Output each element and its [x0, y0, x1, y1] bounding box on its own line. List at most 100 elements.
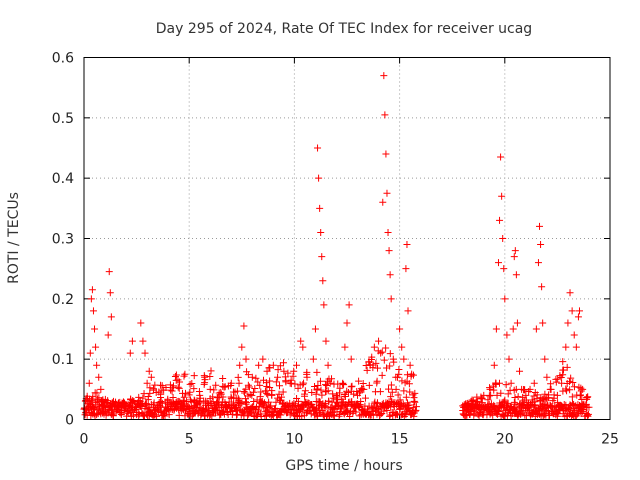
- data-point: [329, 390, 337, 398]
- data-point: [347, 383, 355, 391]
- data-point: [116, 409, 124, 417]
- data-point: [360, 385, 368, 393]
- data-point: [559, 358, 567, 366]
- data-point: [563, 387, 571, 395]
- data-point: [146, 384, 154, 392]
- data-point: [510, 404, 518, 412]
- data-point: [347, 355, 355, 363]
- data-point: [401, 379, 409, 387]
- data-point: [361, 402, 369, 410]
- data-point: [180, 393, 188, 401]
- data-point: [107, 313, 115, 321]
- data-point: [468, 396, 476, 404]
- data-point: [120, 406, 128, 414]
- data-point: [304, 399, 312, 407]
- data-point: [265, 403, 273, 411]
- data-point: [267, 402, 275, 410]
- data-point: [290, 367, 298, 375]
- data-point: [272, 378, 280, 386]
- data-point: [507, 379, 515, 387]
- data-point: [313, 368, 321, 376]
- data-point: [88, 286, 96, 294]
- data-point: [188, 380, 196, 388]
- data-point: [250, 398, 258, 406]
- data-point: [318, 391, 326, 399]
- data-point: [577, 387, 585, 395]
- data-point: [313, 385, 321, 393]
- data-point: [141, 349, 149, 357]
- data-point: [385, 400, 393, 408]
- data-point: [385, 385, 393, 393]
- data-point: [320, 301, 328, 309]
- y-tick-label: 0.3: [52, 232, 74, 248]
- data-point: [538, 283, 546, 291]
- data-point: [126, 349, 134, 357]
- data-point: [543, 373, 551, 381]
- data-point: [93, 361, 101, 369]
- data-point: [190, 372, 198, 380]
- data-point: [217, 388, 225, 396]
- data-point: [517, 410, 525, 418]
- data-point: [319, 411, 327, 419]
- data-point: [376, 411, 384, 419]
- data-point: [263, 412, 271, 420]
- data-point: [500, 265, 508, 273]
- data-point: [241, 389, 249, 397]
- data-point: [386, 412, 394, 420]
- data-point: [159, 411, 167, 419]
- data-point: [303, 400, 311, 408]
- data-point: [396, 396, 404, 404]
- data-point: [263, 389, 271, 397]
- data-point: [234, 373, 242, 381]
- data-point: [388, 388, 396, 396]
- data-point: [162, 383, 170, 391]
- data-point: [263, 367, 271, 375]
- data-point: [276, 362, 284, 370]
- data-point: [147, 373, 155, 381]
- data-point: [354, 391, 362, 399]
- data-point: [227, 379, 235, 387]
- data-point: [398, 343, 406, 351]
- data-point: [109, 412, 117, 420]
- data-point: [274, 366, 282, 374]
- data-point: [373, 377, 381, 385]
- data-point: [392, 385, 400, 393]
- data-point: [352, 408, 360, 416]
- data-point: [339, 379, 347, 387]
- data-point: [568, 393, 576, 401]
- data-point: [503, 331, 511, 339]
- data-point: [380, 407, 388, 415]
- data-point: [584, 410, 592, 418]
- data-point: [235, 379, 243, 387]
- data-point: [568, 307, 576, 315]
- data-point: [510, 253, 518, 261]
- data-point: [386, 350, 394, 358]
- data-point: [570, 331, 578, 339]
- data-point: [411, 407, 419, 415]
- data-point: [492, 325, 500, 333]
- data-point: [377, 349, 385, 357]
- data-point: [297, 337, 305, 345]
- data-point: [380, 72, 388, 80]
- data-point: [378, 371, 386, 379]
- data-point: [293, 361, 301, 369]
- data-point: [316, 204, 324, 212]
- data-point: [467, 400, 475, 408]
- data-point: [279, 388, 287, 396]
- data-point: [518, 385, 526, 393]
- data-point: [321, 381, 329, 389]
- data-point: [345, 301, 353, 309]
- data-point: [583, 403, 591, 411]
- data-point: [378, 348, 386, 356]
- data-point: [298, 403, 306, 411]
- data-point: [153, 412, 161, 420]
- data-point: [365, 381, 373, 389]
- data-point: [497, 389, 505, 397]
- data-point: [206, 372, 214, 380]
- data-point: [409, 371, 417, 379]
- x-tick-label: 15: [391, 432, 409, 448]
- data-point: [268, 391, 276, 399]
- data-point: [87, 396, 95, 404]
- data-marks: [80, 72, 593, 420]
